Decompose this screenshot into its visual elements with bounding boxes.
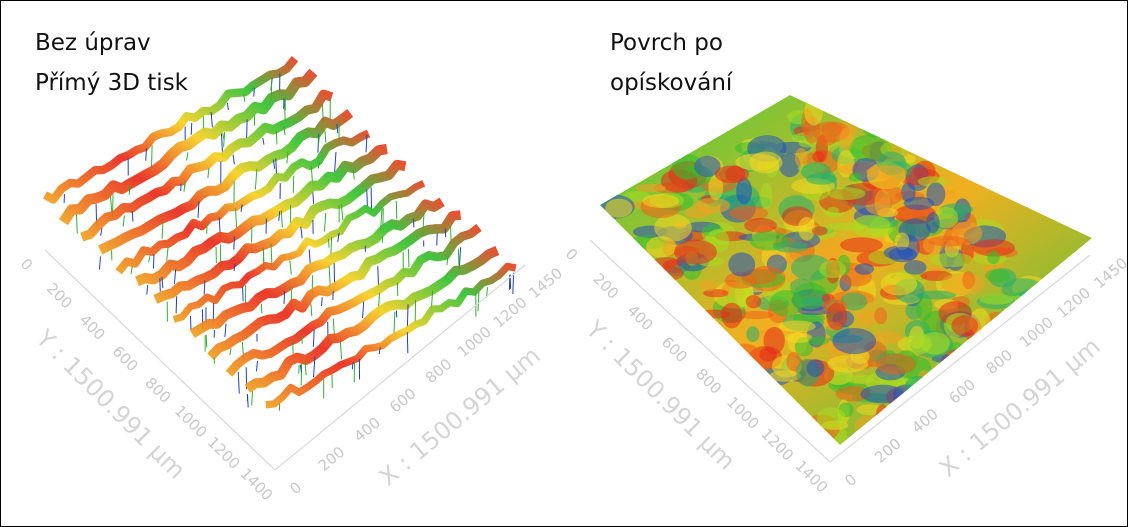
- surface-blob: [773, 241, 809, 253]
- speck: [176, 296, 177, 313]
- panel-title: Bez úprav: [35, 30, 151, 56]
- surface-blob: [876, 354, 916, 375]
- speck: [407, 304, 408, 327]
- surface-blob: [699, 280, 717, 291]
- surface-blob: [817, 407, 846, 429]
- speck: [322, 297, 323, 306]
- speck: [152, 145, 153, 168]
- surface-blob: [806, 359, 824, 377]
- surface-blob: [646, 236, 676, 257]
- surface-blob: [866, 165, 907, 178]
- surface-blob: [746, 295, 761, 308]
- surface-blob: [840, 237, 883, 252]
- surface-blob: [962, 271, 975, 289]
- surface-blob: [840, 127, 854, 150]
- surface-blob: [985, 269, 1010, 283]
- surface-blob: [770, 290, 804, 317]
- surface-blob: [760, 183, 772, 210]
- speck: [458, 249, 459, 267]
- surface-blob: [851, 215, 890, 238]
- surface-blob: [728, 252, 755, 276]
- speck: [234, 264, 235, 271]
- speck: [396, 201, 397, 219]
- speck: [328, 239, 329, 248]
- surface-blob: [855, 263, 874, 274]
- surface-blob: [926, 212, 939, 233]
- surface-blob: [827, 355, 868, 372]
- surface-blob: [695, 198, 730, 214]
- surface-blob: [809, 336, 829, 345]
- speck: [132, 211, 133, 221]
- speck: [243, 287, 244, 301]
- speck: [254, 88, 255, 97]
- speck: [284, 291, 285, 304]
- surface-blob: [735, 154, 777, 171]
- surface-blob: [874, 307, 887, 324]
- surface-blob: [798, 217, 815, 241]
- surface-blob: [845, 375, 874, 384]
- surface-blob: [926, 182, 945, 206]
- figure: Bez úpravPřímý 3D tisk020040060080010001…: [0, 0, 1128, 527]
- surface-blob: [674, 240, 717, 265]
- surface-blob: [721, 303, 742, 329]
- surface-blob: [759, 347, 776, 361]
- surface-blob: [881, 273, 918, 296]
- speck: [407, 332, 408, 353]
- surface-blob: [778, 320, 816, 332]
- surface-blob: [920, 332, 950, 355]
- surface-blob: [819, 260, 846, 278]
- surface-blob: [812, 226, 828, 235]
- surface-blob: [826, 303, 847, 331]
- surface-blob: [832, 328, 876, 354]
- speck: [445, 228, 446, 237]
- surface-blob: [746, 326, 759, 342]
- surface-blob: [930, 253, 973, 267]
- surface-blob: [858, 310, 877, 325]
- surface-blob: [818, 133, 837, 145]
- surface-blob: [951, 315, 978, 336]
- surface-blob: [928, 236, 968, 247]
- surface-blob: [801, 297, 824, 305]
- speck: [276, 158, 277, 175]
- surface-blob: [795, 148, 808, 167]
- surface-blob: [642, 194, 679, 208]
- panel-title: Povrch po: [610, 30, 723, 56]
- surface-blob: [827, 187, 865, 200]
- surface-blob: [806, 173, 837, 184]
- speck: [337, 124, 338, 133]
- surface-blob: [785, 333, 812, 343]
- speck: [367, 190, 368, 206]
- speck: [352, 363, 353, 370]
- surface-blob: [979, 294, 1013, 305]
- speck: [153, 254, 154, 269]
- panel-title: Přímý 3D tisk: [35, 70, 189, 96]
- surface-blob: [744, 218, 777, 233]
- surface-blob: [636, 184, 666, 192]
- panel-title: opískování: [610, 70, 733, 96]
- surface-blob: [827, 207, 839, 216]
- speck: [146, 148, 147, 161]
- surface-blob: [904, 260, 927, 274]
- surface-blob: [888, 247, 917, 262]
- surface-blob: [874, 189, 890, 216]
- surface-blob: [849, 173, 861, 182]
- surface-blob: [987, 250, 1000, 264]
